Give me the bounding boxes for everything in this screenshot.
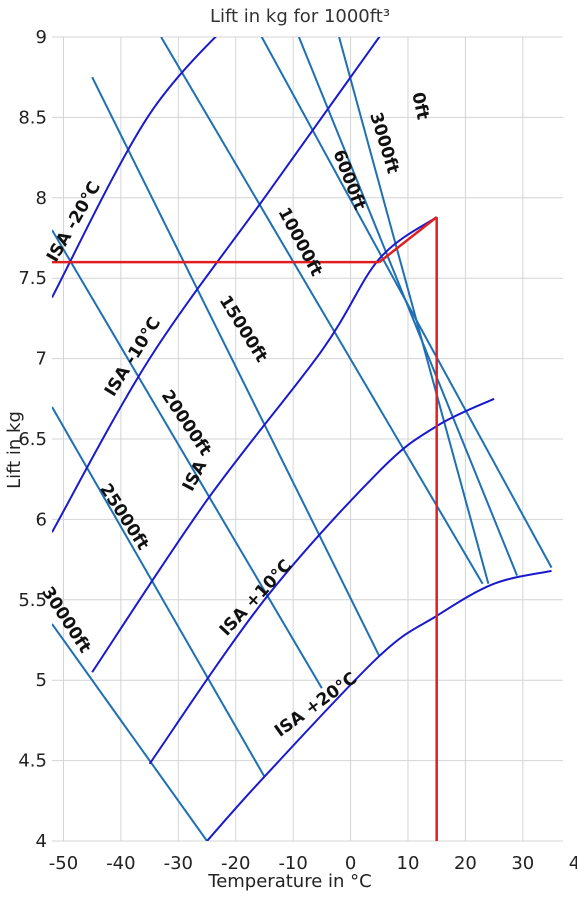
y-tick-label: 8.5 [18,107,47,128]
x-tick-label: 20 [454,853,477,874]
altitude-line-20000ft [52,229,323,689]
grid [52,36,563,842]
altitude-line-0ft [338,37,490,584]
y-tick-label: 5.5 [18,590,47,611]
isa-curve-isa-10-c [52,37,381,533]
x-tick-label: 0 [345,853,356,874]
x-tick-label: 30 [511,853,534,874]
label-isa: ISA [179,457,212,495]
label-30000ft: 30000ft [37,583,94,657]
y-tick-label: 7 [36,349,47,370]
altitude-line-25000ft [52,406,266,778]
label-6000ft: 6000ft [328,147,369,213]
y-tick-label: 8 [36,188,47,209]
isa-curve-isa-20-c [52,37,217,298]
example-path [52,216,438,841]
x-tick-label: -40 [106,853,135,874]
x-tick-label: 40 [569,853,577,874]
y-tick-label: 4.5 [18,751,47,772]
altitude-line-15000ft [91,76,381,657]
y-ticks: 4 4.5 5 5.5 6 6.5 7 7.5 8 8.5 9 [18,27,47,852]
y-tick-label: 9 [36,27,47,48]
altitude-line-30000ft [52,623,208,841]
x-tick-label: -50 [49,853,78,874]
y-tick-label: 6 [36,509,47,530]
isa-curves [52,37,552,841]
y-tick-label: 7.5 [18,268,47,289]
altitude-line-10000ft [160,37,484,585]
y-tick-label: 6.5 [18,429,47,450]
label-3000ft: 3000ft [365,110,402,176]
isa-curve-isa [91,216,438,673]
label-25000ft: 25000ft [95,480,152,554]
label-isa-10-c: ISA +10°C [216,556,296,640]
x-tick-label: -20 [221,853,250,874]
y-tick-label: 5 [36,670,47,691]
y-tick-label: 4 [36,831,47,852]
x-tick-label: 10 [397,853,420,874]
x-tick-label: -10 [278,853,307,874]
label-0ft: 0ft [407,91,432,122]
x-ticks: -50 -40 -30 -20 -10 0 10 20 30 40 [49,853,577,874]
x-axis-label: Temperature in °C [207,871,371,892]
altitude-line-6000ft [260,37,553,569]
y-axis-label: Lift in kg [4,411,25,489]
label-15000ft: 15000ft [215,292,272,366]
x-tick-label: -30 [164,853,193,874]
chart-title: Lift in kg for 1000ft³ [210,6,390,27]
isa-curve-isa-20-c [206,569,552,841]
example-rise [378,216,438,264]
